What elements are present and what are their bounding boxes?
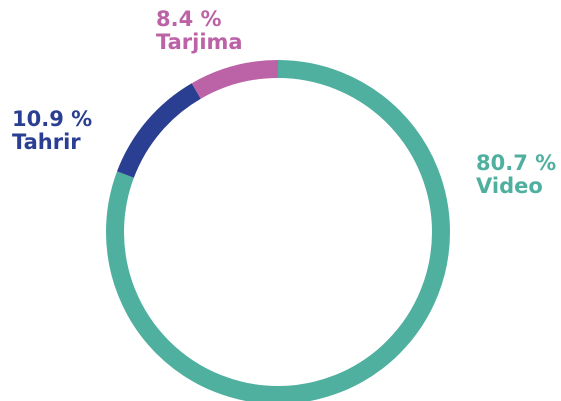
slice-label-video: 80.7 % Video: [476, 152, 556, 198]
slice-label-tarjima: 8.4 % Tarjima: [156, 8, 243, 54]
slice-name-tahrir: Tahrir: [12, 130, 81, 154]
slice-name-video: Video: [476, 174, 543, 198]
slice-value-tahrir: 10.9 %: [12, 107, 93, 131]
slice-tarjima: [106, 60, 450, 401]
slice-value-video: 80.7 %: [476, 151, 557, 175]
slice-label-tahrir: 10.9 % Tahrir: [12, 108, 92, 154]
slice-name-tarjima: Tarjima: [156, 30, 243, 54]
slice-value-tarjima: 8.4 %: [156, 7, 222, 31]
